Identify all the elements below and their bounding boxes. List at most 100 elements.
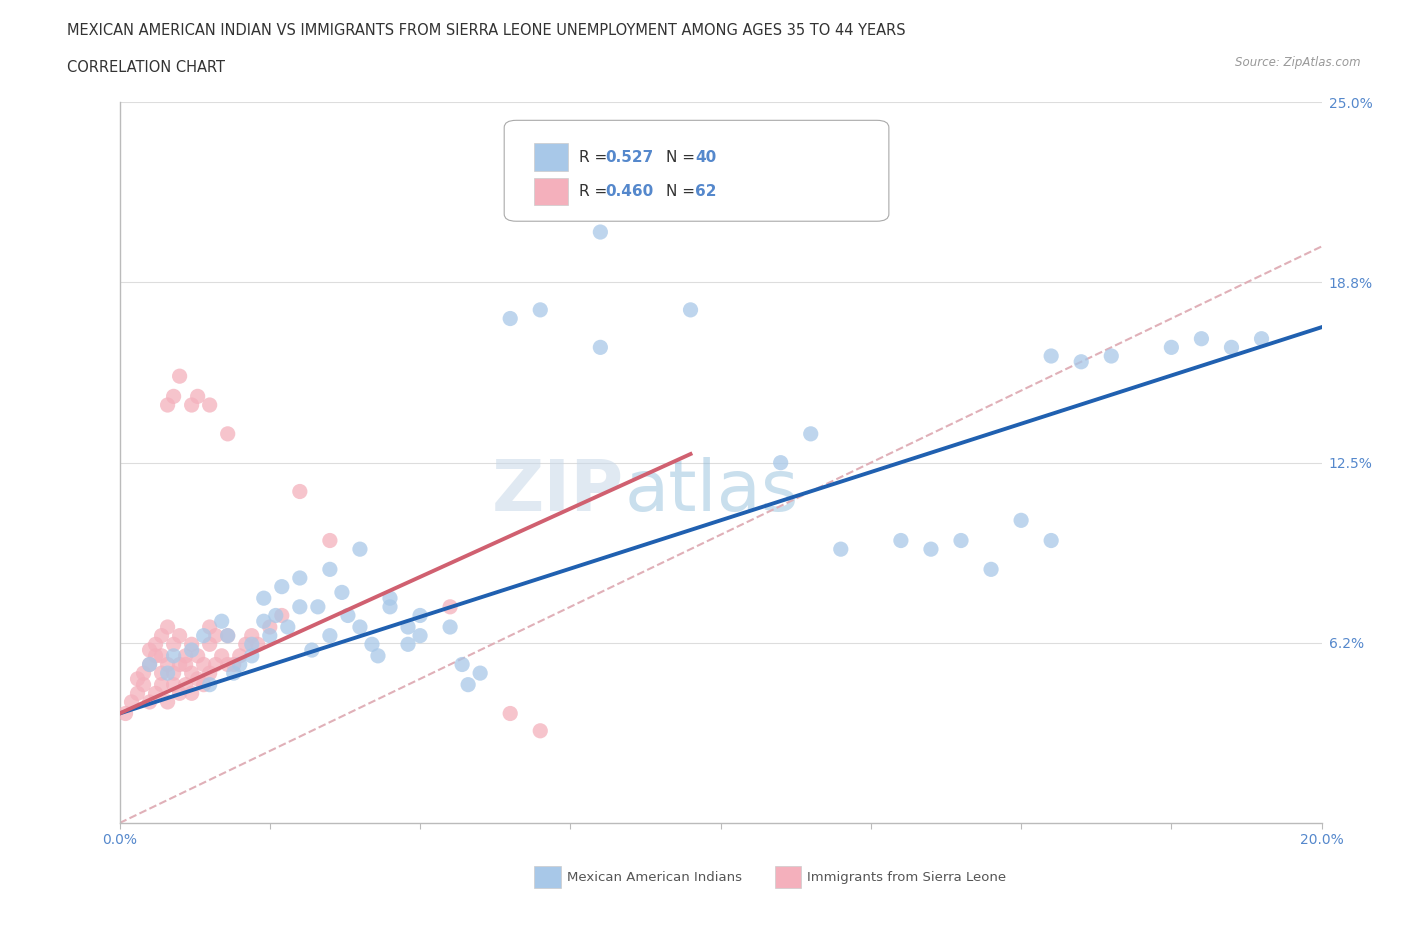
Text: atlas: atlas — [624, 457, 799, 526]
Point — [193, 677, 215, 692]
Point — [259, 619, 281, 634]
Point — [127, 686, 149, 701]
Point — [198, 677, 221, 692]
Point — [396, 619, 419, 634]
Point — [127, 671, 149, 686]
Point — [319, 533, 342, 548]
Point — [950, 533, 973, 548]
Point — [150, 648, 173, 663]
Point — [259, 629, 281, 644]
Point — [132, 677, 155, 692]
Point — [589, 225, 612, 240]
Point — [235, 637, 257, 652]
Point — [679, 302, 702, 317]
Point — [132, 666, 155, 681]
Text: Mexican American Indians: Mexican American Indians — [567, 870, 742, 883]
Point — [193, 658, 215, 672]
Text: CORRELATION CHART: CORRELATION CHART — [67, 60, 225, 75]
Point — [1010, 513, 1032, 528]
Point — [367, 648, 389, 663]
Point — [217, 629, 239, 644]
Point — [217, 629, 239, 644]
Point — [307, 600, 329, 615]
Text: Source: ZipAtlas.com: Source: ZipAtlas.com — [1236, 56, 1361, 69]
Point — [150, 629, 173, 644]
Point — [162, 666, 184, 681]
Point — [198, 637, 221, 652]
Point — [162, 389, 184, 404]
Point — [439, 619, 461, 634]
Point — [198, 666, 221, 681]
Point — [174, 648, 197, 663]
Point — [1040, 349, 1063, 364]
Point — [253, 591, 276, 605]
Point — [246, 637, 269, 652]
FancyBboxPatch shape — [775, 867, 801, 888]
Point — [204, 629, 226, 644]
Point — [1040, 533, 1063, 548]
Point — [187, 671, 209, 686]
Point — [288, 485, 311, 499]
Point — [162, 648, 184, 663]
Point — [228, 648, 252, 663]
Point — [193, 629, 215, 644]
Point — [187, 648, 209, 663]
Point — [1220, 340, 1243, 355]
Point — [156, 658, 179, 672]
Point — [222, 658, 245, 672]
Point — [204, 658, 226, 672]
Point — [198, 619, 221, 634]
Text: N =: N = — [666, 184, 700, 199]
Point — [457, 677, 479, 692]
Point — [211, 614, 233, 629]
Point — [156, 398, 179, 413]
Point — [169, 686, 191, 701]
Point — [270, 579, 292, 594]
Point — [145, 686, 167, 701]
Point — [222, 666, 245, 681]
Point — [529, 302, 551, 317]
Point — [228, 658, 252, 672]
Point — [529, 724, 551, 738]
Point — [169, 658, 191, 672]
Point — [240, 629, 263, 644]
FancyBboxPatch shape — [534, 867, 561, 888]
Point — [211, 648, 233, 663]
Point — [349, 619, 371, 634]
Point — [890, 533, 912, 548]
Point — [980, 562, 1002, 577]
Point — [920, 541, 942, 556]
Point — [174, 677, 197, 692]
Point — [156, 666, 179, 681]
Point — [288, 600, 311, 615]
Point — [1189, 331, 1212, 346]
Point — [187, 389, 209, 404]
Point — [769, 456, 792, 471]
Point — [1160, 340, 1182, 355]
Text: 0.527: 0.527 — [605, 150, 654, 165]
Point — [361, 637, 384, 652]
Point — [180, 666, 202, 681]
Text: R =: R = — [579, 150, 612, 165]
Point — [145, 637, 167, 652]
Point — [138, 658, 160, 672]
Point — [169, 629, 191, 644]
Point — [138, 643, 160, 658]
Point — [336, 608, 359, 623]
Point — [277, 619, 299, 634]
Point — [180, 637, 202, 652]
Point — [499, 312, 522, 326]
Point — [217, 658, 239, 672]
Point — [169, 369, 191, 384]
Point — [1070, 354, 1092, 369]
Point — [180, 686, 202, 701]
Point — [468, 666, 492, 681]
Point — [319, 629, 342, 644]
Point — [409, 608, 432, 623]
Point — [180, 398, 202, 413]
Point — [589, 340, 612, 355]
Point — [349, 541, 371, 556]
Point — [301, 643, 323, 658]
Point — [180, 643, 202, 658]
Point — [319, 562, 342, 577]
